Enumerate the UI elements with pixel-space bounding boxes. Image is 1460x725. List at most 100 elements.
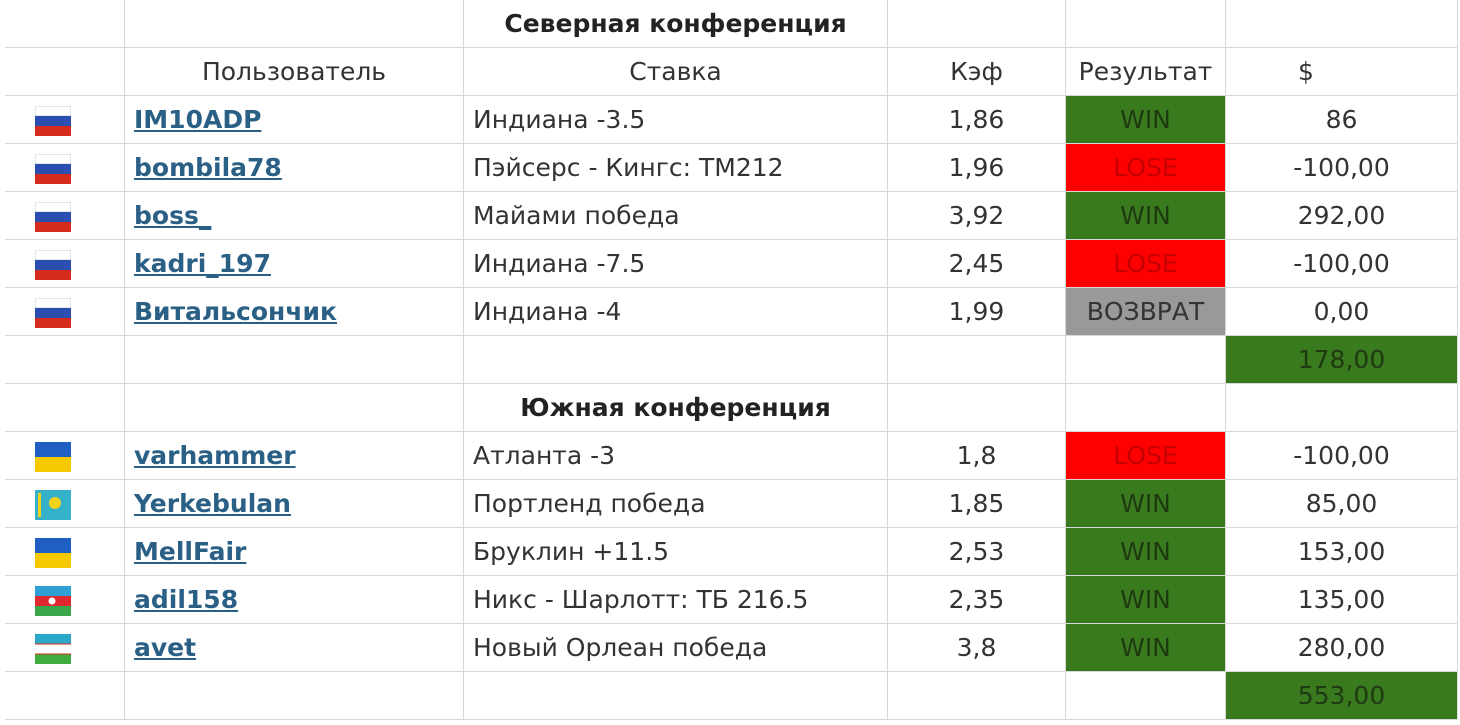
- odds: 2,35: [888, 576, 1066, 624]
- column-header: Кэф: [888, 48, 1066, 96]
- empty-cell: [5, 0, 125, 48]
- empty-cell: [1066, 384, 1226, 432]
- column-header: Результат: [1066, 48, 1226, 96]
- username-link[interactable]: bombila78: [125, 144, 464, 192]
- empty-cell: [5, 672, 125, 720]
- username-link[interactable]: adil158: [125, 576, 464, 624]
- empty-cell: [125, 672, 464, 720]
- empty-cell: [5, 384, 125, 432]
- bet: Индиана -4: [464, 288, 888, 336]
- odds: 1,85: [888, 480, 1066, 528]
- empty-cell: [888, 0, 1066, 48]
- result: LOSE: [1066, 144, 1226, 192]
- username-link[interactable]: IM10ADP: [125, 96, 464, 144]
- flag-cell: [5, 576, 125, 624]
- bet: Портленд победа: [464, 480, 888, 528]
- result: WIN: [1066, 480, 1226, 528]
- empty-cell: [125, 0, 464, 48]
- odds: 1,96: [888, 144, 1066, 192]
- odds: 2,53: [888, 528, 1066, 576]
- bet: Новый Орлеан победа: [464, 624, 888, 672]
- result: LOSE: [1066, 240, 1226, 288]
- flag-icon: [35, 442, 71, 472]
- username-link[interactable]: boss_: [125, 192, 464, 240]
- empty-cell: [1226, 0, 1458, 48]
- column-header: Ставка: [464, 48, 888, 96]
- flag-icon: [35, 490, 71, 520]
- empty-cell: [888, 336, 1066, 384]
- empty-cell: [464, 672, 888, 720]
- amount: 153,00: [1226, 528, 1458, 576]
- total: 553,00: [1226, 672, 1458, 720]
- odds: 3,92: [888, 192, 1066, 240]
- bet: Майами победа: [464, 192, 888, 240]
- bet: Атланта -3: [464, 432, 888, 480]
- empty-cell: [464, 336, 888, 384]
- odds: 1,86: [888, 96, 1066, 144]
- amount: 0,00: [1226, 288, 1458, 336]
- bet: Никс - Шарлотт: ТБ 216.5: [464, 576, 888, 624]
- empty-cell: [125, 384, 464, 432]
- username-link[interactable]: kadri_197: [125, 240, 464, 288]
- result: WIN: [1066, 528, 1226, 576]
- bet: Бруклин +11.5: [464, 528, 888, 576]
- odds: 1,99: [888, 288, 1066, 336]
- flag-cell: [5, 192, 125, 240]
- empty-cell: [888, 672, 1066, 720]
- result: WIN: [1066, 96, 1226, 144]
- flag-icon: [35, 154, 71, 184]
- amount: 86: [1226, 96, 1458, 144]
- column-header: Пользователь: [125, 48, 464, 96]
- section-title: Южная конференция: [464, 384, 888, 432]
- section-title: Северная конференция: [464, 0, 888, 48]
- empty-cell: [5, 48, 125, 96]
- odds: 3,8: [888, 624, 1066, 672]
- flag-icon: [35, 298, 71, 328]
- bet: Пэйсерс - Кингс: ТМ212: [464, 144, 888, 192]
- bet: Индиана -3.5: [464, 96, 888, 144]
- flag-cell: [5, 624, 125, 672]
- flag-icon: [35, 202, 71, 232]
- amount: 85,00: [1226, 480, 1458, 528]
- flag-cell: [5, 288, 125, 336]
- total: 178,00: [1226, 336, 1458, 384]
- amount: -100,00: [1226, 144, 1458, 192]
- username-link[interactable]: MellFair: [125, 528, 464, 576]
- empty-cell: [5, 336, 125, 384]
- result: WIN: [1066, 624, 1226, 672]
- flag-cell: [5, 240, 125, 288]
- empty-cell: [1226, 384, 1458, 432]
- odds: 2,45: [888, 240, 1066, 288]
- empty-cell: [1066, 336, 1226, 384]
- result: LOSE: [1066, 432, 1226, 480]
- empty-cell: [125, 336, 464, 384]
- flag-icon: [35, 634, 71, 664]
- flag-cell: [5, 96, 125, 144]
- amount: 280,00: [1226, 624, 1458, 672]
- empty-cell: [1066, 0, 1226, 48]
- flag-cell: [5, 528, 125, 576]
- empty-cell: [888, 384, 1066, 432]
- username-link[interactable]: Yerkebulan: [125, 480, 464, 528]
- amount: -100,00: [1226, 432, 1458, 480]
- result: ВОЗВРАТ: [1066, 288, 1226, 336]
- amount: 135,00: [1226, 576, 1458, 624]
- flag-cell: [5, 480, 125, 528]
- username-link[interactable]: Витальсончик: [125, 288, 464, 336]
- amount: -100,00: [1226, 240, 1458, 288]
- result: WIN: [1066, 576, 1226, 624]
- username-link[interactable]: varhammer: [125, 432, 464, 480]
- flag-icon: [35, 250, 71, 280]
- flag-cell: [5, 144, 125, 192]
- flag-icon: [35, 106, 71, 136]
- empty-cell: [1066, 672, 1226, 720]
- odds: 1,8: [888, 432, 1066, 480]
- result: WIN: [1066, 192, 1226, 240]
- column-header: $: [1226, 48, 1458, 96]
- username-link[interactable]: avet: [125, 624, 464, 672]
- flag-icon: [35, 586, 71, 616]
- bet: Индиана -7.5: [464, 240, 888, 288]
- amount: 292,00: [1226, 192, 1458, 240]
- flag-icon: [35, 538, 71, 568]
